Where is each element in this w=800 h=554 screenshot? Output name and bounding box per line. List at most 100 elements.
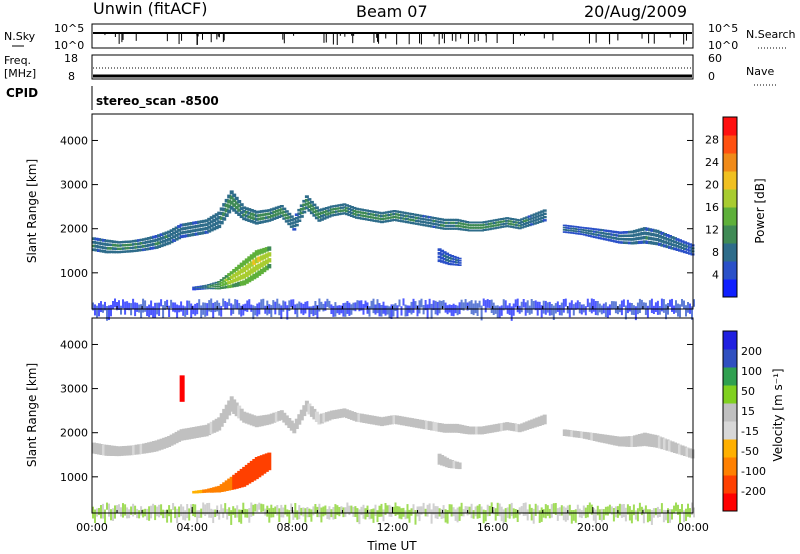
power-speckle: [332, 305, 335, 317]
power-cell: [304, 206, 309, 210]
power-cell: [344, 210, 349, 213]
power-cell: [685, 245, 690, 248]
power-cell: [297, 219, 302, 222]
power-cell: [595, 236, 600, 239]
power-cell: [219, 287, 224, 289]
velocity-speckle: [360, 506, 363, 516]
velocity-cell: [600, 434, 605, 443]
velocity-speckle: [516, 509, 519, 523]
power-cell: [92, 237, 96, 241]
velocity-cell: [224, 480, 229, 491]
power-ylabel: Slant Range [km]: [25, 159, 39, 263]
power-cell: [209, 283, 214, 285]
velocity-speckle: [460, 502, 463, 517]
power-cell: [159, 240, 164, 244]
velocity-cell: [480, 426, 485, 435]
velocity-speckle: [100, 505, 102, 519]
power-cell: [247, 211, 252, 215]
velocity-cell: [262, 454, 267, 474]
velocity-speckle: [642, 508, 645, 524]
power-cell: [304, 199, 309, 202]
power-cell: [377, 217, 382, 220]
velocity-speckle: [180, 504, 183, 517]
power-cell: [239, 215, 244, 219]
power-cell: [294, 213, 299, 216]
velocity-cell: [535, 417, 540, 427]
power-cell: [187, 222, 192, 226]
velocity-cell: [324, 412, 329, 422]
power-cell: [540, 210, 545, 213]
power-cell: [219, 279, 224, 282]
power-cell: [254, 272, 259, 278]
power-cell: [222, 286, 227, 289]
power-cell: [297, 215, 302, 219]
velocity-speckle: [606, 506, 609, 516]
velocity-speckle: [494, 508, 497, 521]
velocity-colorbar-swatch: [723, 493, 737, 512]
power-cell: [242, 260, 247, 266]
velocity-speckle: [418, 506, 421, 522]
velocity-cell: [162, 437, 167, 449]
velocity-speckle: [298, 505, 301, 520]
velocity-speckle: [388, 504, 391, 517]
velocity-speckle: [484, 510, 487, 522]
power-speckle: [554, 303, 557, 314]
velocity-speckle: [344, 507, 347, 517]
power-cell: [640, 232, 645, 236]
power-cell: [142, 245, 147, 248]
power-cell: [269, 211, 274, 215]
power-cell: [162, 239, 167, 243]
power-cell: [229, 280, 234, 284]
power-speckle: [628, 302, 631, 312]
power-cell: [490, 227, 495, 230]
power-cell: [440, 221, 445, 224]
power-cell: [189, 229, 194, 233]
power-cell: [505, 222, 510, 225]
power-cell: [505, 217, 510, 220]
velocity-speckle: [488, 505, 491, 517]
velocity-speckle: [626, 504, 629, 515]
y-tick-label: 4000: [60, 134, 88, 147]
power-speckle: [364, 300, 367, 308]
velocity-speckle: [630, 509, 633, 524]
power-cell: [92, 248, 96, 252]
power-speckle: [344, 302, 347, 317]
power-speckle: [94, 304, 96, 316]
power-cell: [132, 249, 137, 253]
power-speckle: [152, 306, 155, 318]
velocity-speckle: [428, 503, 431, 514]
velocity-cell: [420, 419, 424, 429]
power-cell: [452, 221, 457, 224]
power-cell: [565, 231, 570, 234]
power-cell: [102, 239, 106, 242]
power-speckle: [296, 303, 299, 318]
power-cell: [252, 266, 257, 273]
power-cell: [244, 210, 249, 214]
power-speckle: [520, 301, 523, 313]
power-cell: [182, 227, 187, 230]
power-cell: [122, 240, 126, 244]
velocity-speckle: [392, 506, 395, 514]
x-tick-label: 00:00: [76, 521, 108, 534]
power-speckle: [488, 300, 491, 308]
velocity-cell: [467, 426, 472, 435]
power-cell: [675, 241, 680, 245]
velocity-cell: [272, 412, 277, 423]
power-cell: [197, 287, 202, 289]
velocity-cell: [625, 436, 630, 447]
velocity-speckle: [604, 506, 607, 516]
power-cell: [144, 244, 149, 248]
power-speckle: [512, 303, 515, 316]
power-cell: [307, 209, 312, 212]
power-cell: [112, 247, 116, 250]
power-cell: [655, 229, 660, 233]
velocity-speckle: [498, 503, 501, 517]
power-cell: [94, 248, 99, 252]
power-cell: [267, 215, 272, 219]
power-cell: [617, 231, 622, 234]
velocity-speckle: [504, 508, 507, 523]
power-cell: [612, 237, 617, 240]
power-cell: [395, 213, 399, 216]
power-cell: [660, 243, 665, 247]
power-cell: [149, 247, 154, 250]
